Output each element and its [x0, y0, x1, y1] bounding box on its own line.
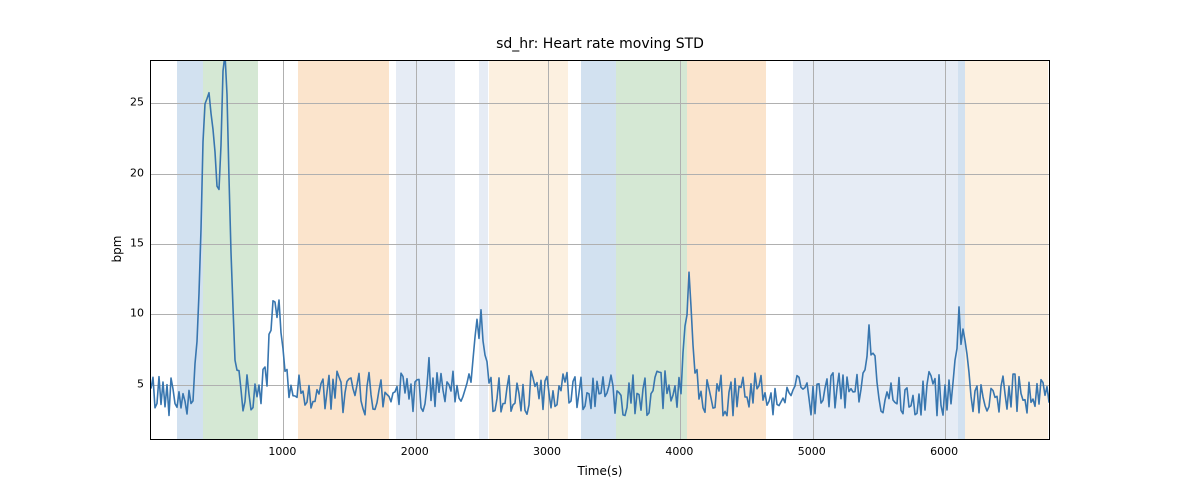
- xtick-label: 6000: [930, 445, 958, 458]
- xtick-label: 1000: [268, 445, 296, 458]
- ytick-label: 25: [120, 96, 144, 109]
- chart-title: sd_hr: Heart rate moving STD: [0, 36, 1200, 52]
- x-axis-label: Time(s): [150, 464, 1050, 478]
- xtick-label: 2000: [401, 445, 429, 458]
- ytick-label: 5: [120, 377, 144, 390]
- figure: sd_hr: Heart rate moving STD 1000 2000 300…: [0, 0, 1200, 500]
- series-line: [151, 61, 1050, 416]
- y-axis-label: bpm: [110, 224, 124, 274]
- ytick-label: 10: [120, 307, 144, 320]
- line-plot: [151, 61, 1050, 440]
- axes-area: [150, 60, 1050, 440]
- ytick-label: 20: [120, 166, 144, 179]
- xtick-label: 4000: [665, 445, 693, 458]
- xtick-label: 3000: [533, 445, 561, 458]
- xtick-label: 5000: [798, 445, 826, 458]
